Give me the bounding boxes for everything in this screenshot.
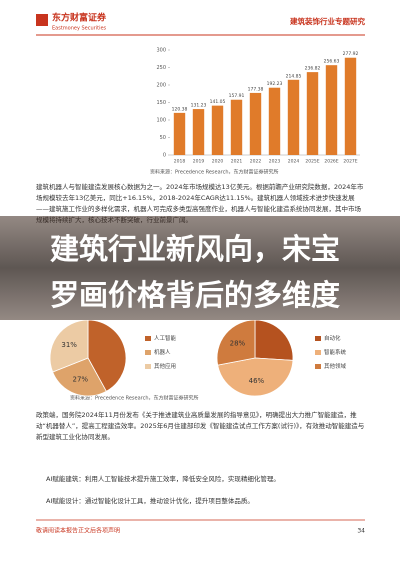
bar [344, 57, 357, 156]
value-label: 192.23 [267, 81, 283, 87]
page-number: 34 [357, 528, 365, 535]
x-tick-label: 2020 [212, 159, 224, 165]
value-label: 157.91 [229, 93, 245, 99]
y-tick-label: 250 [156, 65, 166, 71]
x-tick-label: 2026E [324, 159, 338, 165]
slice-label: 46% [249, 377, 265, 385]
pie-slice [217, 357, 294, 397]
pie-slice [87, 319, 127, 392]
legend-label: 人工智能 [154, 334, 177, 342]
y-tick-label: 0 [163, 153, 166, 159]
value-label: 141.05 [210, 99, 226, 105]
value-label: 236.82 [305, 66, 321, 72]
brand: 东方财富证券 [52, 12, 107, 24]
bar [325, 65, 338, 155]
bar [230, 99, 243, 155]
legend-swatch [145, 350, 151, 355]
y-tick-label: 100 [156, 118, 166, 124]
legend-swatch [145, 336, 151, 341]
value-label: 277.92 [343, 51, 359, 57]
value-label: 120.38 [172, 106, 188, 112]
x-tick-label: 2019 [193, 159, 205, 165]
overlay-title-line: 建筑行业新风向，宋宝 [50, 232, 341, 266]
y-tick-label: 200 [156, 83, 166, 89]
bar [192, 109, 205, 155]
y-tick-label: 150 [156, 100, 166, 106]
bar [287, 79, 300, 155]
value-label: 177.38 [248, 86, 264, 92]
x-tick-label: 2025E [305, 159, 319, 165]
bar [306, 72, 319, 155]
x-tick-label: 2021 [231, 159, 243, 165]
overlay-title: 建筑行业新风向，宋宝 罗画价格背后的多维度 [50, 226, 340, 318]
source: 资料来源：Precedence Research，东方财富证券研究所 [70, 395, 199, 402]
bar [268, 87, 281, 155]
y-tick-label: 50 [160, 135, 166, 141]
bullet: AI赋能设计：通过智能化设计工具，推动设计优化，提升项目整体品质。 [46, 497, 254, 505]
x-tick-label: 2024 [288, 159, 300, 165]
overlay-banner [0, 216, 400, 320]
bar [173, 112, 186, 155]
legend-swatch [145, 364, 151, 369]
pie-slice [254, 319, 294, 361]
slice-label: 27% [72, 375, 88, 383]
slice-label: 31% [61, 341, 77, 349]
legend-swatch [315, 364, 321, 369]
logo-icon [36, 14, 48, 26]
value-label: 214.85 [286, 73, 302, 79]
report-type: 建筑装饰行业专题研究 [289, 16, 365, 26]
source: 资料来源：Precedence Research，东方财富证券研究所 [150, 169, 279, 176]
bullet: AI赋能建筑：利用人工智能技术提升施工效率，降低安全风险，实现精细化管理。 [46, 475, 280, 483]
legend-label: 其他领域 [324, 362, 347, 370]
x-tick-label: 2022 [250, 159, 262, 165]
legend-swatch [315, 336, 321, 341]
legend-label: 智能系统 [324, 348, 347, 356]
bar [249, 92, 262, 155]
legend-label: 其他应用 [154, 362, 176, 370]
brand-en: Eastmoney Securities [52, 26, 107, 32]
paragraph: 政策端，国务院2024年11月份发布《关于推进建筑业高质量发展的指导意见》，明确… [36, 411, 365, 441]
pie-slice [49, 319, 89, 373]
legend-label: 机器人 [154, 348, 171, 356]
disclaimer: 敬请阅读本报告正文后各项声明 [36, 527, 120, 535]
x-tick-label: 2018 [174, 159, 186, 165]
overlay-title-line: 罗画价格背后的多维度 [50, 278, 341, 312]
value-label: 256.63 [324, 59, 340, 65]
pie-slice [52, 357, 107, 397]
x-tick-label: 2027E [343, 159, 357, 165]
legend-swatch [315, 350, 321, 355]
y-tick-label: 300 [156, 48, 166, 54]
value-label: 131.23 [191, 103, 207, 109]
slice-label: 28% [230, 339, 246, 347]
x-tick-label: 2023 [269, 159, 281, 165]
bar [211, 105, 224, 155]
pie-slice [216, 319, 256, 366]
legend-label: 自动化 [324, 334, 341, 342]
